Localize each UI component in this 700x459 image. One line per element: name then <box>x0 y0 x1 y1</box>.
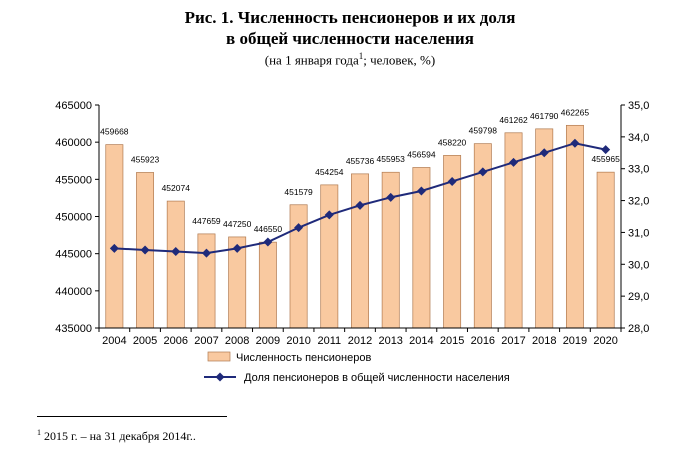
bar-data-label: 447659 <box>192 216 221 226</box>
bar-2018 <box>535 128 554 329</box>
bar-data-label: 455965 <box>591 154 620 164</box>
share-point-2012 <box>355 200 365 210</box>
y-right-tick-label: 32,0 <box>628 196 649 208</box>
bar-data-label: 461262 <box>499 115 528 125</box>
bar-data-label: 451579 <box>284 187 313 197</box>
bar-data-label: 455923 <box>131 154 160 164</box>
x-tick-label: 2020 <box>593 335 617 347</box>
x-tick-label: 2019 <box>563 335 587 347</box>
share-point-2006 <box>171 247 181 257</box>
share-point-2011 <box>324 210 334 220</box>
x-tick-label: 2009 <box>256 335 280 347</box>
footnote-text: 2015 г. – на 31 декабря 2014г.. <box>41 429 196 443</box>
legend-bar-swatch <box>207 351 231 362</box>
share-point-2013 <box>386 192 396 202</box>
bar-data-label: 459668 <box>100 127 129 137</box>
bar-2019 <box>565 124 584 329</box>
bar-data-label: 459798 <box>469 126 498 136</box>
y-right-tick-label: 35,0 <box>628 100 649 112</box>
share-point-2020 <box>601 145 611 155</box>
bar-data-label: 456594 <box>407 149 436 159</box>
y-right-tick-label: 33,0 <box>628 164 649 176</box>
y-right-tick-label: 28,0 <box>628 323 649 335</box>
share-point-2004 <box>109 243 119 253</box>
chart-title-line1: Рис. 1. Численность пенсионеров и их дол… <box>184 8 516 27</box>
x-tick-label: 2018 <box>532 335 556 347</box>
x-tick-label: 2013 <box>378 335 402 347</box>
share-point-2016 <box>478 167 488 177</box>
share-point-2014 <box>416 186 426 196</box>
chart-subtitle: (на 1 января года1; человек, %) <box>0 51 700 68</box>
share-point-2017 <box>509 157 519 167</box>
x-tick-label: 2005 <box>133 335 157 347</box>
legend-line-marker <box>215 372 225 382</box>
share-point-2009 <box>263 237 273 247</box>
y-right-tick-label: 30,0 <box>628 259 649 271</box>
share-point-2019 <box>570 138 580 148</box>
bar-2007 <box>197 233 216 329</box>
bar-data-label: 458220 <box>438 137 467 147</box>
y-left-tick-label: 455000 <box>55 174 92 186</box>
share-point-2008 <box>232 243 242 253</box>
subtitle-post: ; человек, %) <box>363 52 436 68</box>
bar-2012 <box>351 173 369 329</box>
bar-data-label: 446550 <box>254 224 283 234</box>
y-left-tick-label: 440000 <box>55 286 92 298</box>
x-tick-label: 2011 <box>317 335 341 347</box>
subtitle-footnote-mark: 1 <box>358 51 364 61</box>
bar-data-label: 455953 <box>377 154 406 164</box>
x-tick-label: 2007 <box>194 335 218 347</box>
x-tick-label: 2012 <box>348 335 372 347</box>
x-tick-label: 2010 <box>286 335 310 347</box>
y-left-tick-label: 465000 <box>55 100 92 112</box>
bar-2009 <box>258 241 277 329</box>
footnote: 1 2015 г. – на 31 декабря 2014г.. <box>37 428 196 444</box>
bar-2011 <box>320 184 339 329</box>
x-tick-label: 2017 <box>501 335 525 347</box>
share-point-2015 <box>447 176 457 186</box>
bar-data-label: 454254 <box>315 167 344 177</box>
share-point-2018 <box>539 148 549 158</box>
chart-title-line2: в общей численности населения <box>226 29 474 48</box>
legend-line-label: Доля пенсионеров в общей численности нас… <box>244 372 510 384</box>
footnote-mark: 1 <box>37 428 41 437</box>
bar-data-label: 461790 <box>530 111 559 121</box>
y-left-tick-label: 450000 <box>55 212 92 224</box>
x-tick-label: 2014 <box>409 335 433 347</box>
footnote-divider <box>37 416 227 417</box>
share-point-2007 <box>201 248 211 258</box>
bar-2004 <box>105 144 124 329</box>
subtitle-pre: (на 1 января года <box>264 52 359 68</box>
x-tick-label: 2006 <box>164 335 188 347</box>
bar-2006 <box>166 200 185 329</box>
y-right-tick-label: 29,0 <box>628 291 649 303</box>
y-left-tick-label: 460000 <box>55 137 92 149</box>
x-tick-label: 2008 <box>225 335 249 347</box>
legend-bar-label: Численность пенсионеров <box>236 352 371 364</box>
y-left-tick-label: 445000 <box>55 249 92 261</box>
share-point-2005 <box>140 245 150 255</box>
y-right-tick-label: 34,0 <box>628 132 649 144</box>
x-tick-label: 2016 <box>471 335 495 347</box>
bar-data-label: 452074 <box>162 183 191 193</box>
bar-data-label: 455736 <box>346 156 375 166</box>
bar-data-label: 447250 <box>223 219 252 229</box>
bar-2020 <box>596 171 615 329</box>
y-left-tick-label: 435000 <box>55 323 92 335</box>
x-tick-label: 2015 <box>440 335 464 347</box>
bar-data-label: 462265 <box>561 107 590 117</box>
share-point-2010 <box>294 223 304 233</box>
y-right-tick-label: 31,0 <box>628 227 649 239</box>
x-tick-label: 2004 <box>102 335 126 347</box>
